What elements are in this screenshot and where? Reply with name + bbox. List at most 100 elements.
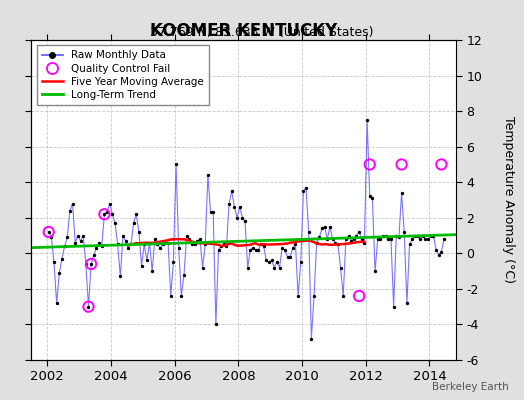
Point bbox=[294, 293, 302, 299]
Point bbox=[114, 241, 122, 248]
Point bbox=[209, 209, 217, 216]
Point bbox=[111, 220, 119, 226]
Point bbox=[371, 268, 379, 274]
Point bbox=[270, 264, 278, 271]
Point bbox=[363, 117, 372, 123]
Point bbox=[116, 273, 125, 280]
Point bbox=[79, 232, 88, 239]
Point bbox=[174, 245, 183, 251]
Point bbox=[374, 236, 382, 242]
Point bbox=[437, 161, 445, 168]
Point bbox=[318, 225, 326, 232]
Point bbox=[201, 241, 210, 248]
Point bbox=[413, 232, 422, 239]
Point bbox=[45, 229, 53, 235]
Point bbox=[416, 236, 424, 242]
Point bbox=[286, 254, 294, 260]
Point bbox=[188, 241, 196, 248]
Point bbox=[87, 261, 95, 267]
Point bbox=[259, 243, 268, 250]
Point bbox=[408, 236, 417, 242]
Point bbox=[244, 264, 252, 271]
Point bbox=[241, 218, 249, 224]
Point bbox=[355, 229, 363, 235]
Point bbox=[71, 240, 80, 246]
Point bbox=[69, 200, 77, 207]
Point bbox=[150, 236, 159, 242]
Point bbox=[119, 232, 127, 239]
Point bbox=[204, 172, 212, 178]
Point bbox=[66, 208, 74, 214]
Point bbox=[384, 236, 392, 242]
Point bbox=[161, 240, 170, 246]
Point bbox=[74, 232, 82, 239]
Point bbox=[366, 193, 374, 200]
Point bbox=[368, 195, 377, 202]
Point bbox=[366, 161, 374, 168]
Point bbox=[397, 190, 406, 196]
Point bbox=[58, 256, 66, 262]
Point bbox=[257, 241, 265, 248]
Point bbox=[360, 240, 368, 246]
Point bbox=[355, 293, 363, 299]
Point bbox=[124, 245, 133, 251]
Y-axis label: Temperature Anomaly (°C): Temperature Anomaly (°C) bbox=[501, 116, 515, 284]
Point bbox=[148, 268, 156, 274]
Point bbox=[159, 241, 167, 248]
Point bbox=[225, 200, 233, 207]
Point bbox=[352, 232, 361, 239]
Point bbox=[283, 254, 292, 260]
Point bbox=[427, 232, 435, 239]
Point bbox=[55, 270, 63, 276]
Point bbox=[265, 259, 273, 266]
Point bbox=[272, 259, 281, 266]
Point bbox=[262, 257, 270, 264]
Point bbox=[289, 245, 297, 251]
Point bbox=[193, 238, 201, 244]
Point bbox=[212, 321, 220, 328]
Point bbox=[135, 229, 143, 235]
Point bbox=[387, 236, 395, 242]
Point bbox=[267, 257, 276, 264]
Point bbox=[406, 241, 414, 248]
Point bbox=[437, 248, 445, 255]
Point bbox=[190, 241, 199, 248]
Point bbox=[156, 245, 165, 251]
Point bbox=[381, 232, 390, 239]
Point bbox=[302, 184, 310, 191]
Point bbox=[84, 304, 93, 310]
Point bbox=[321, 224, 329, 230]
Point bbox=[350, 236, 358, 242]
Point bbox=[440, 236, 448, 242]
Point bbox=[217, 243, 225, 250]
Point bbox=[169, 259, 178, 266]
Point bbox=[199, 264, 207, 271]
Point bbox=[90, 252, 98, 258]
Point bbox=[334, 241, 342, 248]
Point bbox=[145, 240, 154, 246]
Point bbox=[411, 232, 419, 239]
Point bbox=[129, 220, 138, 226]
Text: Berkeley Earth: Berkeley Earth bbox=[432, 382, 508, 392]
Point bbox=[132, 211, 140, 218]
Point bbox=[97, 243, 106, 250]
Point bbox=[389, 304, 398, 310]
Point bbox=[137, 262, 146, 269]
Point bbox=[63, 234, 71, 240]
Point bbox=[77, 238, 85, 244]
Point bbox=[108, 211, 116, 218]
Point bbox=[329, 236, 337, 242]
Point bbox=[172, 161, 180, 168]
Point bbox=[304, 229, 313, 235]
Point bbox=[331, 240, 340, 246]
Point bbox=[236, 204, 244, 210]
Point bbox=[434, 252, 443, 258]
Point bbox=[429, 232, 438, 239]
Point bbox=[339, 293, 347, 299]
Point bbox=[297, 259, 305, 266]
Point bbox=[167, 293, 175, 299]
Point bbox=[376, 236, 385, 242]
Point bbox=[233, 214, 241, 221]
Point bbox=[103, 209, 111, 216]
Point bbox=[227, 188, 236, 194]
